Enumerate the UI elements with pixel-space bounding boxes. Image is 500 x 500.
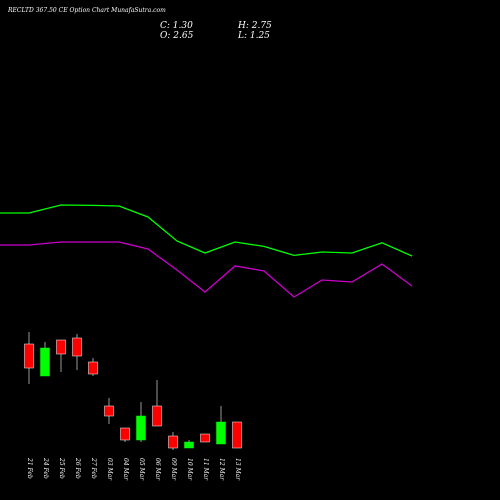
candle-3 bbox=[56, 339, 66, 372]
bands-layer bbox=[0, 204, 413, 298]
x-tick-label: 05 Mar bbox=[138, 458, 145, 481]
x-tick-label: 03 Mar bbox=[106, 458, 113, 481]
candle-body bbox=[136, 415, 146, 441]
x-tick-label: 25 Feb bbox=[58, 457, 65, 479]
candle-8 bbox=[136, 402, 146, 442]
candle-7 bbox=[120, 427, 130, 442]
candle-14 bbox=[232, 421, 242, 449]
candle-body bbox=[88, 361, 98, 375]
candle-body bbox=[168, 435, 178, 449]
candles-layer bbox=[24, 332, 242, 450]
x-tick-label: 13 Mar bbox=[234, 458, 241, 481]
x-tick-label: 24 Feb bbox=[42, 457, 49, 479]
chart-title: RECLTD 367.50 CE Option Chart MunafaSutr… bbox=[8, 7, 166, 14]
x-tick-label: 26 Feb bbox=[74, 457, 81, 479]
x-tick-label: 12 Mar bbox=[218, 458, 225, 481]
candle-body bbox=[120, 427, 130, 441]
candle-body bbox=[40, 347, 50, 377]
candle-body bbox=[24, 343, 34, 369]
upper-band-line bbox=[0, 204, 413, 257]
x-tick-label: 21 Feb bbox=[26, 457, 33, 479]
x-tick-label: 04 Mar bbox=[122, 458, 129, 481]
candle-11 bbox=[184, 440, 194, 449]
x-tick-label: 10 Mar bbox=[186, 458, 193, 481]
x-tick-label: 06 Mar bbox=[154, 458, 161, 481]
candle-4 bbox=[72, 334, 82, 370]
high-value: H: 2.75 bbox=[238, 21, 272, 31]
low-value: L: 1.25 bbox=[238, 31, 270, 41]
candle-2 bbox=[40, 342, 50, 377]
candle-12 bbox=[200, 433, 210, 443]
candle-body bbox=[152, 405, 162, 427]
lower-band-line bbox=[0, 241, 413, 298]
candle-1 bbox=[24, 332, 34, 384]
candle-body bbox=[104, 405, 114, 417]
close-value: C: 1.30 bbox=[160, 21, 193, 31]
candle-13 bbox=[216, 406, 226, 445]
candle-10 bbox=[168, 432, 178, 450]
candle-body bbox=[56, 339, 66, 355]
candle-body bbox=[200, 433, 210, 443]
candle-body bbox=[216, 421, 226, 445]
candle-body bbox=[232, 421, 242, 449]
x-tick-label: 11 Mar bbox=[202, 458, 209, 481]
candle-body bbox=[72, 337, 82, 357]
candle-6 bbox=[104, 398, 114, 424]
candle-body bbox=[184, 441, 194, 449]
x-tick-label: 09 Mar bbox=[170, 458, 177, 481]
x-axis-labels: 21 Feb 24 Feb 25 Feb 26 Feb 27 Feb 03 Mar 04 M… bbox=[26, 457, 241, 481]
open-value: O: 2.65 bbox=[160, 31, 194, 41]
candle-9 bbox=[152, 380, 162, 427]
candle-5 bbox=[88, 358, 98, 376]
x-tick-label: 27 Feb bbox=[90, 457, 97, 479]
